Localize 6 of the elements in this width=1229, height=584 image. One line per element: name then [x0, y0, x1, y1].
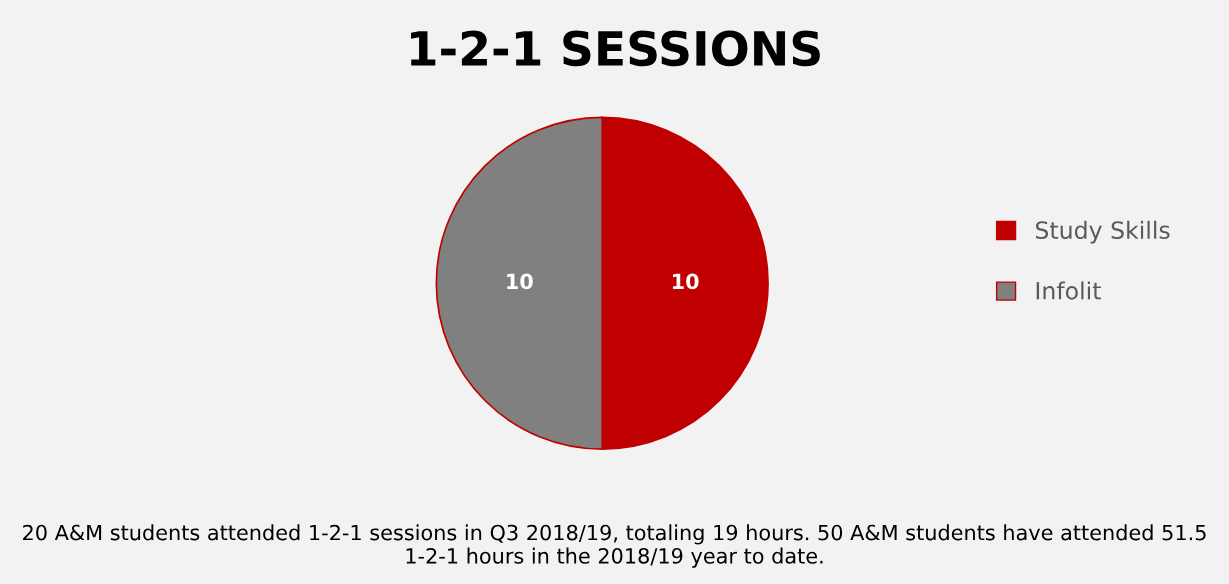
legend-label: Study Skills [1035, 220, 1170, 244]
legend-label: Infolit [1036, 281, 1101, 300]
data-label: 10 [507, 273, 533, 290]
data-label: 10 [672, 273, 699, 290]
text: 20 A&M students attended 1-2-1 sessions in Q3 2018/19, totaling 19 hours. 50 A&M students have attended 51.5 1-2-1 hours in the 2018/19 year to date. [23, 524, 1206, 568]
chart-title: 1-2-1 SESSIONS [411, 30, 820, 67]
